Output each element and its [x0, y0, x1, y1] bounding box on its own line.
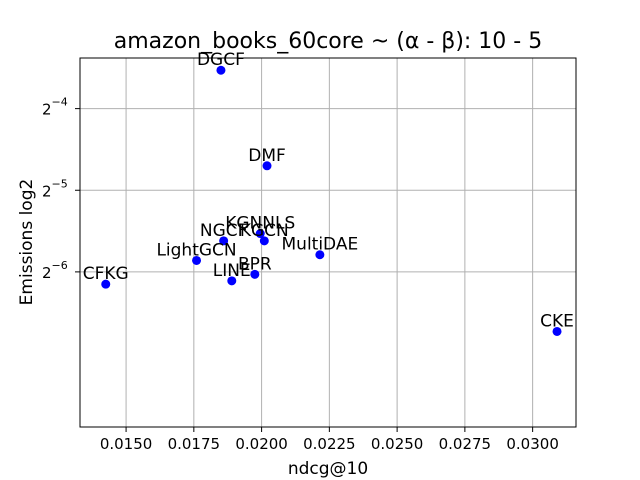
point-label: CFKG	[83, 264, 129, 284]
point-label: DGCF	[197, 50, 245, 70]
point-label: NGCF	[200, 221, 248, 241]
data-point	[552, 326, 562, 336]
data-point	[219, 236, 229, 246]
y-tick-label: 2−4	[42, 96, 68, 119]
data-point	[101, 279, 111, 289]
data-point	[255, 229, 265, 239]
x-tick-label: 0.0275	[439, 435, 492, 453]
axis-ticks: 0.0150 0.0175 0.0200 0.0225 0.0250 0.0275 0.03…	[42, 96, 559, 453]
point-label: BPR	[238, 254, 272, 274]
point-label: KGNNLS	[225, 214, 295, 234]
data-point	[216, 65, 226, 75]
x-tick-label: 0.0200	[235, 435, 288, 453]
point-label: DMF	[248, 146, 286, 166]
data-point	[227, 276, 237, 286]
data-point	[192, 255, 202, 265]
grid	[80, 58, 576, 427]
data-point	[315, 250, 325, 260]
y-tick-label: 2−6	[42, 259, 68, 282]
x-tick-label: 0.0150	[100, 435, 153, 453]
point-label: CKE	[540, 311, 574, 331]
plot-frame	[79, 57, 577, 428]
data-point	[250, 269, 260, 279]
point-label: KGCN	[240, 221, 289, 241]
x-tick-label: 0.0175	[168, 435, 221, 453]
point-label: MultiDAE	[282, 235, 359, 255]
chart-title: amazon_books_60core ~ (α - β): 10 - 5	[114, 29, 542, 54]
point-label: LINE	[213, 261, 251, 281]
data-point	[262, 161, 272, 171]
x-tick-label: 0.0250	[371, 435, 424, 453]
y-tick-label: 2−5	[42, 177, 68, 200]
y-axis-label: Emissions log2	[17, 179, 37, 306]
point-label: LightGCN	[156, 240, 236, 260]
x-tick-label: 0.0225	[303, 435, 356, 453]
x-tick-label: 0.0300	[506, 435, 559, 453]
data-point	[259, 236, 269, 246]
x-axis-label: ndcg@10	[288, 459, 368, 479]
